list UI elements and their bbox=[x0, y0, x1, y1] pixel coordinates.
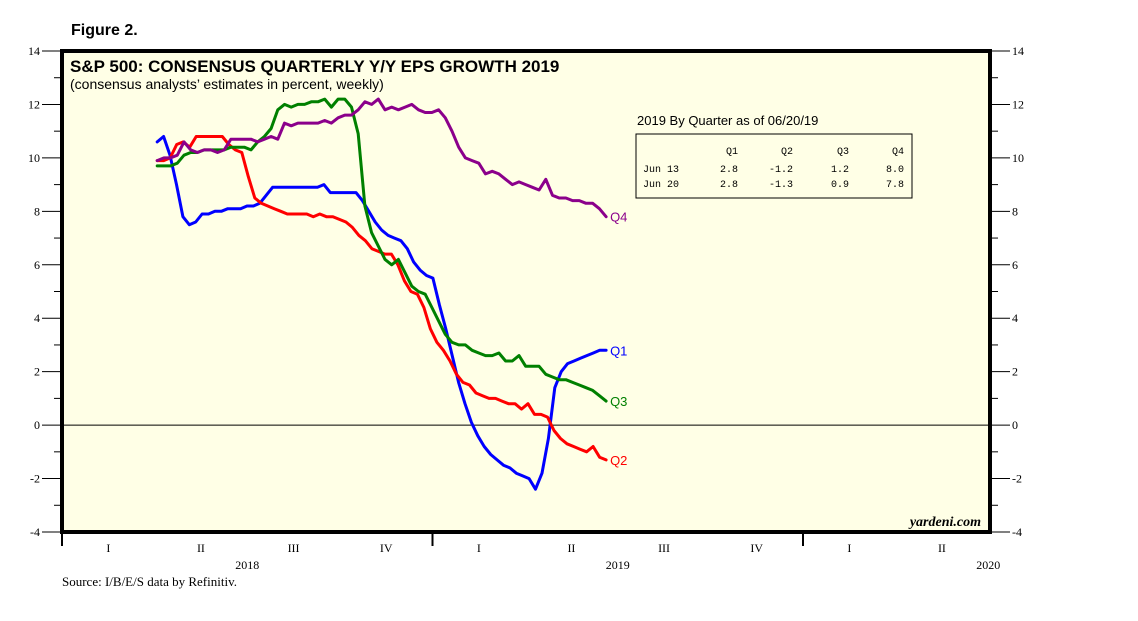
x-quarter-label: II bbox=[938, 541, 946, 555]
series-label-q2: Q2 bbox=[610, 453, 627, 468]
inset-table-header: Q4 bbox=[892, 147, 904, 158]
y-tick-label-left: 10 bbox=[28, 151, 40, 165]
y-tick-label-right: 4 bbox=[1012, 311, 1018, 325]
inset-table-cell: 2.8 bbox=[720, 180, 738, 191]
x-quarter-label: III bbox=[288, 541, 300, 555]
inset-table-cell: 0.9 bbox=[831, 180, 849, 191]
x-quarter-label: IV bbox=[380, 541, 393, 555]
y-tick-label-right: 12 bbox=[1012, 97, 1024, 111]
x-quarter-label: IV bbox=[750, 541, 763, 555]
x-year-label: 2019 bbox=[606, 558, 630, 572]
series-line-q3 bbox=[155, 97, 608, 403]
y-tick-label-right: 0 bbox=[1012, 418, 1018, 432]
series-label-q4: Q4 bbox=[610, 210, 627, 225]
series-line-q4 bbox=[155, 97, 608, 219]
x-quarter-label: III bbox=[658, 541, 670, 555]
inset-table-header: Q3 bbox=[837, 147, 849, 158]
y-tick-label-right: -2 bbox=[1012, 472, 1022, 486]
inset-table-cell: -1.2 bbox=[769, 165, 793, 176]
series-label-q1: Q1 bbox=[610, 343, 627, 358]
inset-table-cell: 2.8 bbox=[720, 165, 738, 176]
y-tick-label-left: 8 bbox=[34, 204, 40, 218]
inset-table-title: 2019 By Quarter as of 06/20/19 bbox=[637, 113, 818, 128]
series-line-q1 bbox=[155, 135, 608, 491]
inset-table-box bbox=[635, 133, 913, 199]
x-quarter-label: II bbox=[567, 541, 575, 555]
y-tick-label-right: 14 bbox=[1012, 44, 1024, 58]
inset-table-header: Q1 bbox=[726, 147, 738, 158]
chart-subtitle: (consensus analysts’ estimates in percen… bbox=[70, 76, 384, 92]
inset-table-cell: 8.0 bbox=[886, 165, 904, 176]
x-quarter-label: II bbox=[197, 541, 205, 555]
y-tick-label-left: 6 bbox=[34, 258, 40, 272]
y-tick-label-left: 12 bbox=[28, 97, 40, 111]
x-year-label: 2018 bbox=[235, 558, 259, 572]
inset-table: 2019 By Quarter as of 06/20/19 Q1 Q2 Q3 Q4 J… bbox=[635, 113, 913, 199]
x-quarter-label: I bbox=[106, 541, 110, 555]
inset-table-cell: 1.2 bbox=[831, 165, 849, 176]
x-quarter-label: I bbox=[847, 541, 851, 555]
y-tick-label-left: 0 bbox=[34, 418, 40, 432]
inset-table-row-label: Jun 20 bbox=[643, 180, 679, 191]
x-quarter-label: I bbox=[477, 541, 481, 555]
y-tick-label-right: 6 bbox=[1012, 258, 1018, 272]
y-tick-label-right: 10 bbox=[1012, 151, 1024, 165]
inset-table-cell: 7.8 bbox=[886, 180, 904, 191]
series-label-q3: Q3 bbox=[610, 394, 627, 409]
inset-table-header: Q2 bbox=[781, 147, 793, 158]
y-tick-label-right: -4 bbox=[1012, 525, 1022, 539]
y-tick-label-right: 2 bbox=[1012, 365, 1018, 379]
y-tick-label-left: 2 bbox=[34, 365, 40, 379]
inset-table-cell: -1.3 bbox=[769, 180, 793, 191]
y-tick-label-right: 8 bbox=[1012, 204, 1018, 218]
x-year-label: 2020 bbox=[976, 558, 1000, 572]
credit-yardeni: yardeni.com bbox=[908, 515, 981, 530]
y-tick-label-left: 4 bbox=[34, 311, 40, 325]
y-tick-label-left: 14 bbox=[28, 44, 40, 58]
y-tick-label-left: -2 bbox=[30, 472, 40, 486]
figure-label: Figure 2. bbox=[71, 22, 138, 39]
source-note: Source: I/B/E/S data by Refinitiv. bbox=[62, 574, 237, 589]
plot-background bbox=[62, 51, 990, 532]
chart-title: S&P 500: CONSENSUS QUARTERLY Y/Y EPS GRO… bbox=[70, 57, 559, 76]
inset-table-row-label: Jun 13 bbox=[643, 165, 679, 176]
y-tick-label-left: -4 bbox=[30, 525, 40, 539]
